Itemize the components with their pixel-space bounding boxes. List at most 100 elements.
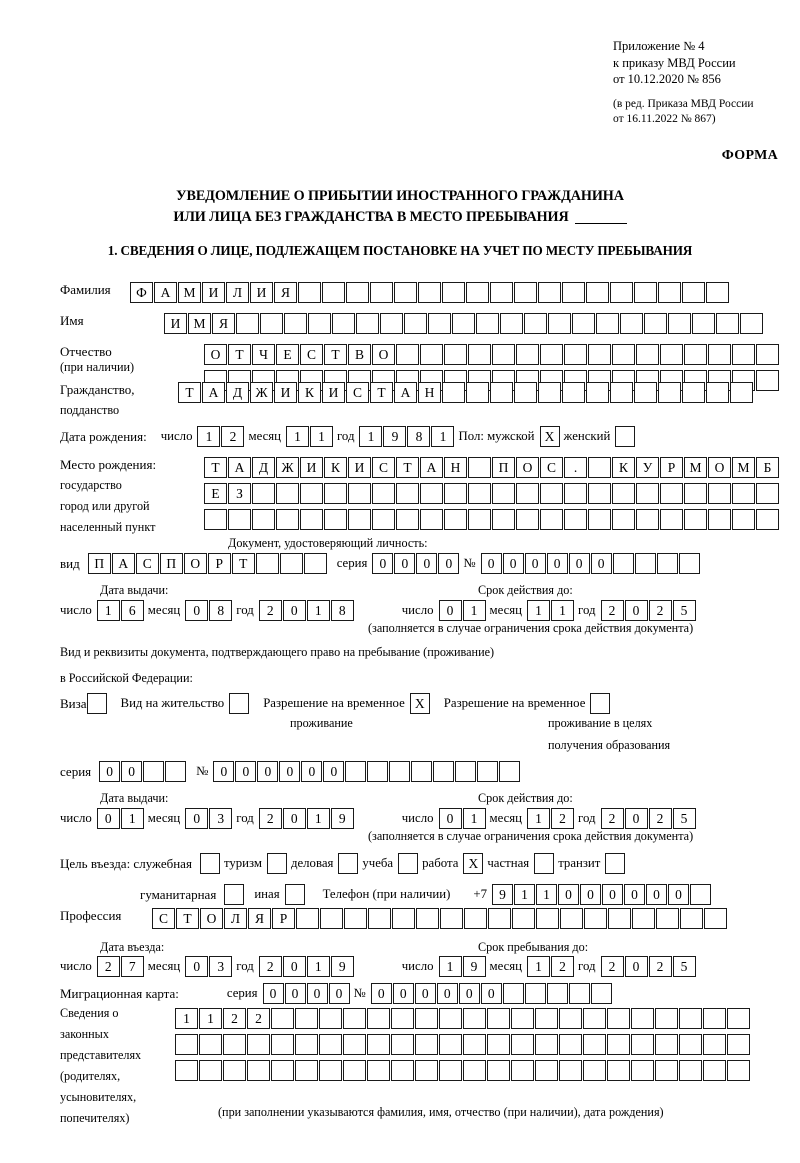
- surname-field-cell[interactable]: [394, 282, 417, 303]
- birthplace-field-row2-cell[interactable]: [756, 483, 779, 504]
- permit-number-field-cell[interactable]: [389, 761, 411, 782]
- surname-field-cell[interactable]: [346, 282, 369, 303]
- phone-field-cell[interactable]: 9: [492, 884, 513, 905]
- doc-kind-field-cell[interactable]: [303, 553, 327, 574]
- legal-rep-field-row1-cell[interactable]: [583, 1008, 606, 1029]
- legal-rep-field-row1-cell[interactable]: [679, 1008, 702, 1029]
- birthplace-field-row1-cell[interactable]: О: [708, 457, 731, 478]
- firstname-field-cell[interactable]: [452, 313, 475, 334]
- legal-rep-field-row3[interactable]: [175, 1060, 750, 1081]
- doc-valid-year-field-cell[interactable]: 5: [672, 600, 696, 621]
- legal-rep-field-row2-cell[interactable]: [463, 1034, 486, 1055]
- mcard-series-field-cell[interactable]: 0: [284, 983, 306, 1004]
- legal-rep-field-row3-cell[interactable]: [367, 1060, 390, 1081]
- permit-issue-month-field-cell[interactable]: 3: [209, 808, 233, 829]
- birthplace-field-row1-cell[interactable]: Н: [444, 457, 467, 478]
- birthplace-field-row2-cell[interactable]: [540, 483, 563, 504]
- legal-rep-field-row3-cell[interactable]: [703, 1060, 726, 1081]
- birthplace-field-row2-cell[interactable]: [420, 483, 443, 504]
- birth-year-field-cell[interactable]: 8: [407, 426, 431, 447]
- legal-rep-field-row1-cell[interactable]: [439, 1008, 462, 1029]
- doc-kind-field-cell[interactable]: С: [135, 553, 159, 574]
- purpose-service-checkbox[interactable]: [199, 853, 220, 874]
- patronymic-field-cell[interactable]: [756, 344, 779, 365]
- doc-kind-field-cell[interactable]: Р: [207, 553, 231, 574]
- surname-field-cell[interactable]: Л: [226, 282, 249, 303]
- surname-field-cell[interactable]: Ф: [130, 282, 153, 303]
- mcard-series-field-cell[interactable]: 0: [328, 983, 350, 1004]
- birthplace-field-row2-cell[interactable]: [516, 483, 539, 504]
- legal-rep-field-row1-cell[interactable]: 2: [223, 1008, 246, 1029]
- birthplace-field-row3-cell[interactable]: [516, 509, 539, 530]
- profession-field-cell[interactable]: [512, 908, 535, 929]
- patronymic-field-cell[interactable]: [732, 344, 755, 365]
- citizenship-field-cell[interactable]: [610, 382, 633, 403]
- profession-field-cell[interactable]: [632, 908, 655, 929]
- patronymic-field-cell[interactable]: [612, 344, 635, 365]
- patronymic-field-cell[interactable]: [588, 344, 611, 365]
- phone-field-cell[interactable]: 1: [514, 884, 535, 905]
- birthplace-field-row3-cell[interactable]: [444, 509, 467, 530]
- phone-field-cell[interactable]: [690, 884, 711, 905]
- surname-field-cell[interactable]: [466, 282, 489, 303]
- legal-rep-field-row2-cell[interactable]: [535, 1034, 558, 1055]
- citizenship-field-cell[interactable]: Н: [418, 382, 441, 403]
- birthplace-field-row3-cell[interactable]: [420, 509, 443, 530]
- entry-year-field-cell[interactable]: 0: [282, 956, 306, 977]
- birthplace-field-row2-cell[interactable]: [684, 483, 707, 504]
- birthplace-field-row1-cell[interactable]: Р: [660, 457, 683, 478]
- citizenship-field-cell[interactable]: [706, 382, 729, 403]
- birthplace-field-row3-cell[interactable]: [300, 509, 323, 530]
- permit-number-field-cell[interactable]: [367, 761, 389, 782]
- doc-kind-field-cell[interactable]: [279, 553, 303, 574]
- legal-rep-field-row1-cell[interactable]: [295, 1008, 318, 1029]
- birth-day-field-cell[interactable]: 2: [221, 426, 245, 447]
- entry-year-field-cell[interactable]: 1: [306, 956, 330, 977]
- birthplace-field-row2-cell[interactable]: [372, 483, 395, 504]
- visa-checkbox[interactable]: [86, 693, 107, 714]
- birthplace-field-row2-cell[interactable]: Е: [204, 483, 227, 504]
- stay-year-field-cell[interactable]: 0: [624, 956, 648, 977]
- firstname-field-cell[interactable]: [716, 313, 739, 334]
- doc-series-field-cell[interactable]: 0: [438, 553, 460, 574]
- surname-field-cell[interactable]: [490, 282, 513, 303]
- legal-rep-field-row3-cell[interactable]: [679, 1060, 702, 1081]
- stay-year-field-cell[interactable]: 2: [648, 956, 672, 977]
- permit-valid-year-field-cell[interactable]: 0: [624, 808, 648, 829]
- permit-series-field-cell[interactable]: 0: [121, 761, 143, 782]
- stay-month-field-cell[interactable]: 2: [551, 956, 575, 977]
- firstname-field-cell[interactable]: Я: [212, 313, 235, 334]
- citizenship-field-cell[interactable]: Ж: [250, 382, 273, 403]
- doc-number-field-cell[interactable]: [634, 553, 656, 574]
- firstname-field-cell[interactable]: [548, 313, 571, 334]
- birthplace-field-row1-cell[interactable]: И: [348, 457, 371, 478]
- legal-rep-field-row2-cell[interactable]: [319, 1034, 342, 1055]
- birthplace-field-row3-cell[interactable]: [348, 509, 371, 530]
- firstname-field-cell[interactable]: [404, 313, 427, 334]
- birthplace-field-row2-cell[interactable]: [252, 483, 275, 504]
- legal-rep-field-row1-cell[interactable]: [703, 1008, 726, 1029]
- legal-rep-field-row1-cell[interactable]: [271, 1008, 294, 1029]
- citizenship-field-cell[interactable]: Т: [370, 382, 393, 403]
- legal-rep-field-row1-cell[interactable]: 1: [175, 1008, 198, 1029]
- surname-field-cell[interactable]: М: [178, 282, 201, 303]
- profession-field-cell[interactable]: [536, 908, 559, 929]
- mcard-number-field-cell[interactable]: 0: [436, 983, 458, 1004]
- citizenship-field-cell[interactable]: А: [394, 382, 417, 403]
- birthplace-field-row3-cell[interactable]: [756, 509, 779, 530]
- citizenship-field-cell[interactable]: [490, 382, 513, 403]
- birthplace-field-row2-cell[interactable]: [324, 483, 347, 504]
- birthplace-field-row2-cell[interactable]: [588, 483, 611, 504]
- surname-field-cell[interactable]: [610, 282, 633, 303]
- doc-valid-year-field-cell[interactable]: 0: [624, 600, 648, 621]
- legal-rep-field-row2-cell[interactable]: [415, 1034, 438, 1055]
